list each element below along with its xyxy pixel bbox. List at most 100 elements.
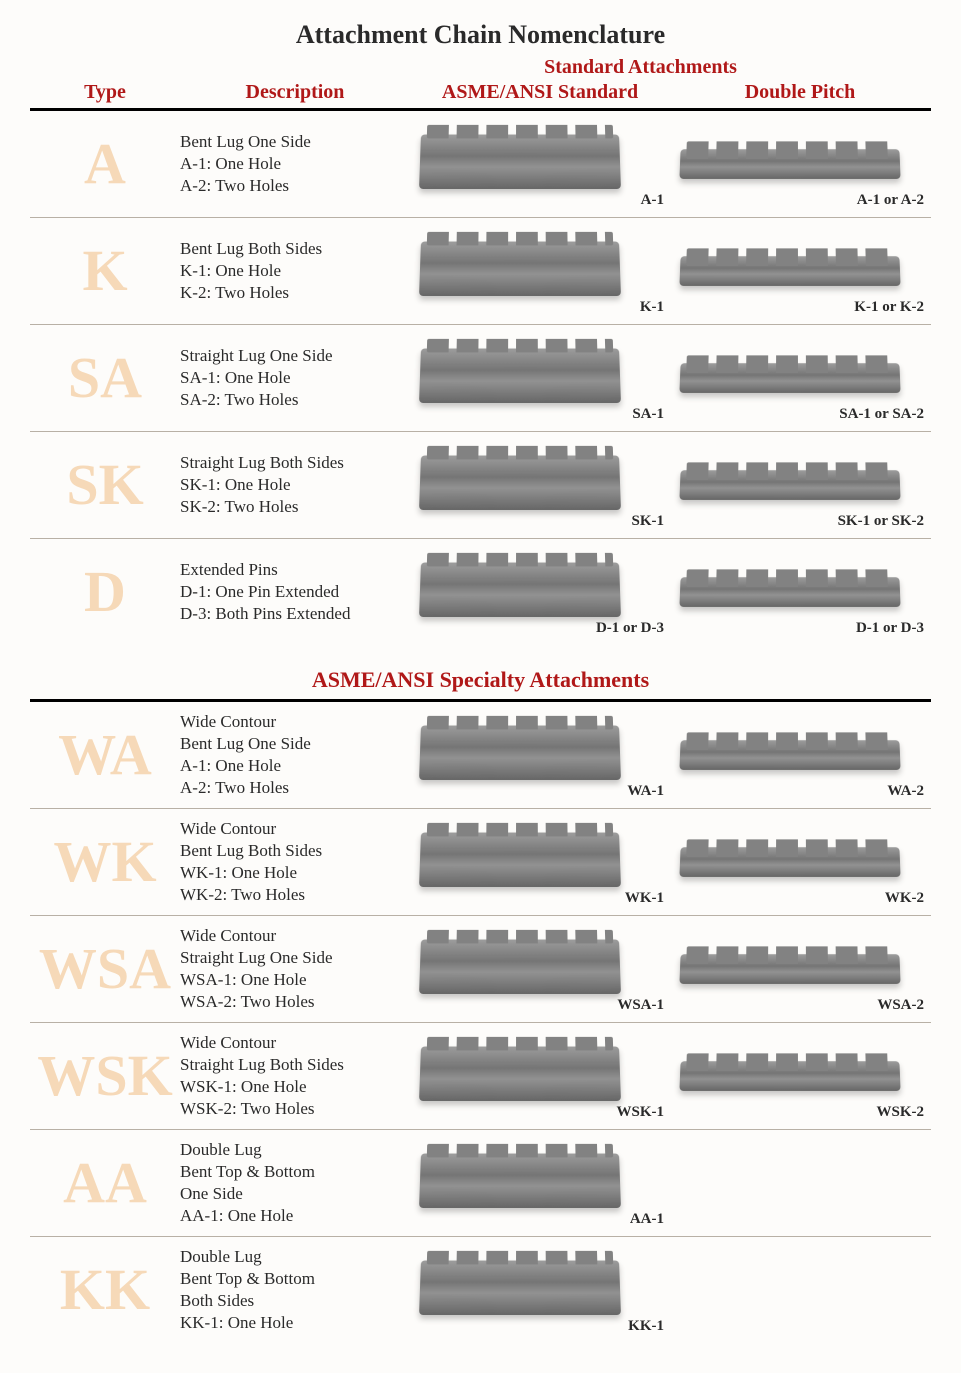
double-image-cell: WSA-2 xyxy=(670,924,930,1014)
chain-image-icon xyxy=(419,242,621,296)
header-type: Type xyxy=(30,81,180,104)
chain-image-icon xyxy=(679,740,900,770)
description-line: Bent Top & Bottom xyxy=(180,1161,410,1183)
description-line: Double Lug xyxy=(180,1139,410,1161)
description-line: Bent Lug Both Sides xyxy=(180,238,410,260)
double-image-cell: SA-1 or SA-2 xyxy=(670,333,930,423)
chain-image-icon xyxy=(419,135,621,189)
type-letter: KK xyxy=(30,1261,180,1319)
type-letter: D xyxy=(30,563,180,621)
chain-image-icon xyxy=(679,577,900,607)
table-row: WAWide ContourBent Lug One SideA-1: One … xyxy=(30,702,931,809)
type-cell: WSK xyxy=(30,1047,180,1105)
asme-caption: WA-1 xyxy=(627,783,664,800)
description-line: A-1: One Hole xyxy=(180,153,410,175)
description-line: Extended Pins xyxy=(180,559,410,581)
double-caption: WSK-2 xyxy=(876,1104,924,1121)
section1-table: ABent Lug One SideA-1: One HoleA-2: Two … xyxy=(30,111,931,645)
description-line: AA-1: One Hole xyxy=(180,1205,410,1227)
type-cell: AA xyxy=(30,1154,180,1212)
description-line: Both Sides xyxy=(180,1290,410,1312)
asme-image-cell: SA-1 xyxy=(410,333,670,423)
description-line: Bent Top & Bottom xyxy=(180,1268,410,1290)
double-image-cell: SK-1 or SK-2 xyxy=(670,440,930,530)
description-line: SA-1: One Hole xyxy=(180,367,410,389)
double-image-cell: A-1 or A-2 xyxy=(670,119,930,209)
double-image-cell: K-1 or K-2 xyxy=(670,226,930,316)
type-cell: WK xyxy=(30,833,180,891)
header-asme: ASME/ANSI Standard xyxy=(410,81,670,104)
description-line: D-1: One Pin Extended xyxy=(180,581,410,603)
section2-title: ASME/ANSI Specialty Attachments xyxy=(30,667,931,693)
description-line: Bent Lug One Side xyxy=(180,131,410,153)
table-row: WKWide ContourBent Lug Both SidesWK-1: O… xyxy=(30,809,931,916)
description-line: Straight Lug Both Sides xyxy=(180,1054,410,1076)
description-line: Bent Lug One Side xyxy=(180,733,410,755)
description-line: Double Lug xyxy=(180,1246,410,1268)
table-row: WSAWide ContourStraight Lug One SideWSA-… xyxy=(30,916,931,1023)
description-line: Wide Contour xyxy=(180,925,410,947)
type-cell: WA xyxy=(30,726,180,784)
description-cell: Extended PinsD-1: One Pin ExtendedD-3: B… xyxy=(180,559,410,625)
chain-image-icon xyxy=(419,349,621,403)
table-row: KKDouble LugBent Top & BottomBoth SidesK… xyxy=(30,1237,931,1343)
chain-image-icon xyxy=(419,1261,621,1315)
chain-image-icon xyxy=(679,363,900,393)
description-line: A-2: Two Holes xyxy=(180,777,410,799)
type-letter: AA xyxy=(30,1154,180,1212)
chain-image-icon xyxy=(679,256,900,286)
header-description: Description xyxy=(180,81,410,104)
table-row: SAStraight Lug One SideSA-1: One HoleSA-… xyxy=(30,325,931,432)
type-letter: WSA xyxy=(30,940,180,998)
description-line: Wide Contour xyxy=(180,711,410,733)
table-row: DExtended PinsD-1: One Pin ExtendedD-3: … xyxy=(30,539,931,645)
chain-image-icon xyxy=(419,940,621,994)
header-double: Double Pitch xyxy=(670,81,930,104)
type-letter: K xyxy=(30,242,180,300)
chain-image-icon xyxy=(679,954,900,984)
chain-image-icon xyxy=(679,847,900,877)
asme-caption: WK-1 xyxy=(625,890,664,907)
type-cell: KK xyxy=(30,1261,180,1319)
description-line: Straight Lug Both Sides xyxy=(180,452,410,474)
double-caption: WSA-2 xyxy=(877,997,924,1014)
type-letter: A xyxy=(30,135,180,193)
double-image-cell: WA-2 xyxy=(670,710,930,800)
asme-image-cell: WA-1 xyxy=(410,710,670,800)
description-line: SK-2: Two Holes xyxy=(180,496,410,518)
description-cell: Wide ContourStraight Lug One SideWSA-1: … xyxy=(180,925,410,1013)
asme-image-cell: KK-1 xyxy=(410,1245,670,1335)
double-caption: D-1 or D-3 xyxy=(856,620,924,637)
page: Attachment Chain Nomenclature Standard A… xyxy=(0,0,961,1373)
asme-caption: D-1 or D-3 xyxy=(596,620,664,637)
description-cell: Double LugBent Top & BottomBoth SidesKK-… xyxy=(180,1246,410,1334)
table-row: ABent Lug One SideA-1: One HoleA-2: Two … xyxy=(30,111,931,218)
description-cell: Straight Lug Both SidesSK-1: One HoleSK-… xyxy=(180,452,410,518)
description-cell: Double LugBent Top & BottomOne SideAA-1:… xyxy=(180,1139,410,1227)
asme-image-cell: WSA-1 xyxy=(410,924,670,1014)
double-image-cell: WSK-2 xyxy=(670,1031,930,1121)
chain-image-icon xyxy=(679,1061,900,1091)
column-headers: Type Description ASME/ANSI Standard Doub… xyxy=(30,81,931,104)
double-caption: K-1 or K-2 xyxy=(854,299,924,316)
description-line: A-1: One Hole xyxy=(180,755,410,777)
description-line: KK-1: One Hole xyxy=(180,1312,410,1334)
type-cell: K xyxy=(30,242,180,300)
section2-table: WAWide ContourBent Lug One SideA-1: One … xyxy=(30,702,931,1343)
table-row: AADouble LugBent Top & BottomOne SideAA-… xyxy=(30,1130,931,1237)
description-cell: Wide ContourBent Lug Both SidesWK-1: One… xyxy=(180,818,410,906)
asme-caption: SK-1 xyxy=(631,513,664,530)
type-letter: WSK xyxy=(30,1047,180,1105)
asme-caption: WSA-1 xyxy=(617,997,664,1014)
description-cell: Straight Lug One SideSA-1: One HoleSA-2:… xyxy=(180,345,410,411)
chain-image-icon xyxy=(419,726,621,780)
chain-image-icon xyxy=(679,470,900,500)
description-line: D-3: Both Pins Extended xyxy=(180,603,410,625)
chain-image-icon xyxy=(419,833,621,887)
type-letter: WK xyxy=(30,833,180,891)
description-line: WSK-1: One Hole xyxy=(180,1076,410,1098)
asme-image-cell: D-1 or D-3 xyxy=(410,547,670,637)
asme-image-cell: SK-1 xyxy=(410,440,670,530)
standard-attachments-header: Standard Attachments xyxy=(350,56,931,79)
double-caption: SA-1 or SA-2 xyxy=(839,406,924,423)
